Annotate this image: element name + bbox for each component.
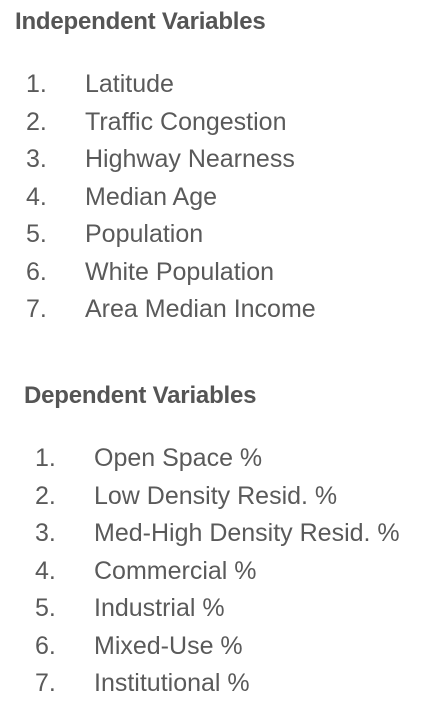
list-item: 3. Med-High Density Resid. % (35, 515, 400, 553)
list-item-number: 4. (26, 182, 47, 211)
list-item: 4. Commercial % (35, 553, 400, 591)
list-item-number: 7. (35, 669, 56, 698)
list-item: 2. Traffic Congestion (26, 104, 316, 142)
list-item-number: 3. (26, 145, 47, 174)
list-item-number: 2. (35, 481, 56, 510)
list-item: 4. Median Age (26, 179, 316, 217)
list-item-number: 1. (26, 70, 47, 99)
list-item-number: 7. (26, 295, 47, 324)
list-item-label: Median Age (85, 182, 218, 211)
list-item: 5. Population (26, 216, 316, 254)
list-item: 2. Low Density Resid. % (35, 478, 400, 516)
list-item-number: 6. (26, 257, 47, 286)
list-item-label: Area Median Income (85, 295, 316, 324)
list-item-number: 6. (35, 631, 56, 660)
list-item-label: Industrial % (94, 594, 225, 623)
dependent-variables-list: 1. Open Space % 2. Low Density Resid. % 3.… (35, 440, 400, 703)
list-item-label: Commercial % (94, 556, 257, 585)
dependent-variables-heading: Dependent Variables (24, 382, 257, 409)
list-item-number: 2. (26, 107, 47, 136)
list-item-label: Open Space % (94, 444, 263, 473)
list-item-label: Latitude (85, 70, 174, 99)
list-item: 1. Open Space % (35, 440, 400, 478)
list-item-label: Mixed-Use % (94, 631, 243, 660)
list-item-label: Med-High Density Resid. % (94, 519, 400, 548)
list-item-label: Highway Nearness (85, 145, 295, 174)
list-item-label: Traffic Congestion (85, 107, 287, 136)
list-item: 5. Industrial % (35, 590, 400, 628)
list-item: 1. Latitude (26, 66, 316, 104)
independent-variables-heading: Independent Variables (15, 8, 266, 35)
list-item-number: 4. (35, 556, 56, 585)
list-item-number: 3. (35, 519, 56, 548)
list-item-label: Institutional % (94, 669, 250, 698)
list-item: 6. Mixed-Use % (35, 628, 400, 666)
list-item-label: White Population (85, 257, 275, 286)
list-item-label: Low Density Resid. % (94, 481, 338, 510)
list-item: 6. White Population (26, 254, 316, 292)
list-item: 7. Institutional % (35, 665, 400, 703)
list-item: 3. Highway Nearness (26, 141, 316, 179)
list-item-number: 1. (35, 444, 56, 473)
list-item-number: 5. (35, 594, 56, 623)
list-item-label: Population (85, 220, 204, 249)
list-item-number: 5. (26, 220, 47, 249)
independent-variables-list: 1. Latitude 2. Traffic Congestion 3. Highwa… (26, 66, 316, 329)
list-item: 7. Area Median Income (26, 291, 316, 329)
